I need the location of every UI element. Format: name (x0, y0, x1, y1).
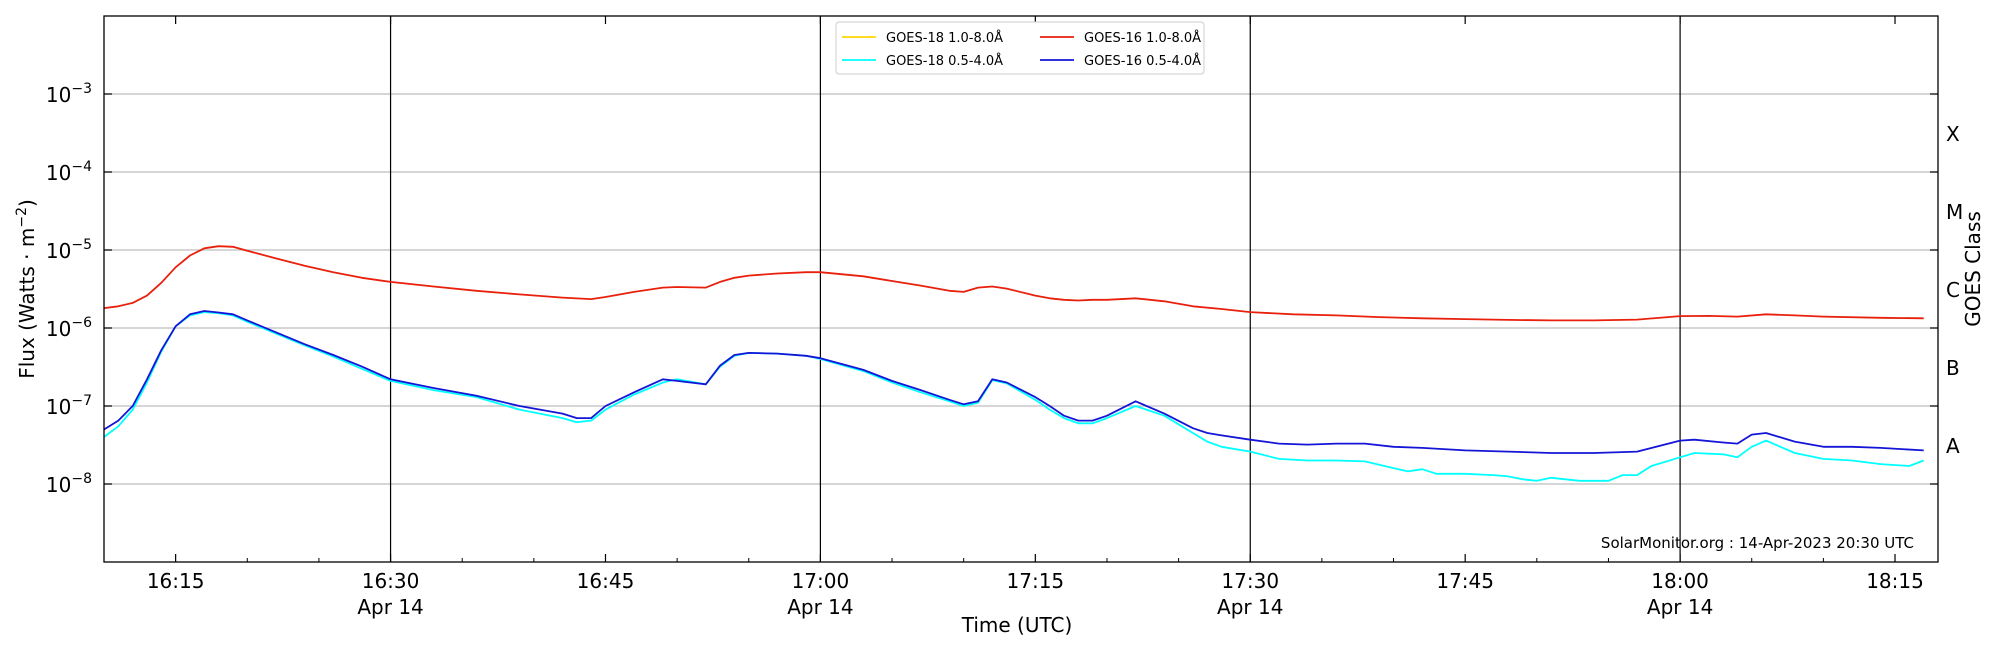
y-axis-title-close: ) (15, 199, 39, 207)
y-axis-title-text: Flux (Watts · m−2) (14, 199, 39, 379)
y-tick-label: 10−6 (46, 315, 92, 341)
y-tick-base: 10 (46, 395, 71, 419)
goes-class-label: A (1946, 434, 1960, 458)
legend-entry-label: GOES-16 0.5-4.0Å (1084, 53, 1201, 69)
legend-entry-label: GOES-16 1.0-8.0Å (1084, 30, 1201, 46)
legend-entry-label: GOES-18 0.5-4.0Å (886, 53, 1003, 69)
y-axis-title-exponent: −2 (14, 207, 30, 228)
goes-class-label: C (1946, 278, 1960, 302)
x-tick-label: 17:45 (1436, 569, 1494, 593)
x-tick-label: 18:15 (1866, 569, 1924, 593)
y-tick-label: 10−4 (46, 159, 92, 185)
legend-box (835, 21, 1205, 75)
goes-class-label: B (1946, 356, 1960, 380)
y-tick-exponent: −7 (71, 393, 92, 409)
goes-class-label: X (1946, 122, 1960, 146)
y-tick-base: 10 (46, 317, 71, 341)
y-tick-exponent: −8 (71, 471, 92, 487)
y-tick-exponent: −6 (71, 315, 92, 331)
goes-class-label: M (1946, 200, 1963, 224)
y-tick-label: 10−5 (46, 237, 92, 263)
y-tick-exponent: −4 (71, 159, 92, 175)
x-tick-label: 16:15 (147, 569, 205, 593)
x-axis-title: Time (UTC) (961, 613, 1073, 637)
x-tick-label: 17:15 (1007, 569, 1065, 593)
series-line-3 (103, 310, 1924, 454)
grid-layer (104, 93, 1938, 485)
legend-entry-label: GOES-18 1.0-8.0Å (886, 30, 1003, 46)
y-tick-exponent: −5 (71, 237, 92, 253)
y-tick-base: 10 (46, 473, 71, 497)
y-tick-label: 10−3 (46, 81, 92, 107)
x-tick-label: 17:00 (792, 569, 850, 593)
x-tick-date-label: Apr 14 (357, 595, 423, 619)
y-tick-base: 10 (46, 239, 71, 263)
x-tick-label: 18:00 (1651, 569, 1709, 593)
y-axis-right-title: GOES Class (1961, 211, 1985, 327)
plot-frame (103, 15, 1939, 563)
x-tick-label: 17:30 (1221, 569, 1279, 593)
y-tick-base: 10 (46, 161, 71, 185)
y-axis-title: Flux (Watts · m−2) (14, 199, 39, 379)
y-tick-exponent: −3 (71, 81, 92, 97)
x-tick-date-label: Apr 14 (1647, 595, 1713, 619)
day-marker-lines (389, 16, 1681, 562)
x-tick-date-label: Apr 14 (787, 595, 853, 619)
x-tick-label: 16:45 (577, 569, 635, 593)
y-tick-label: 10−8 (46, 471, 92, 497)
y-tick-label: 10−7 (46, 393, 92, 419)
watermark-text: SolarMonitor.org : 14-Apr-2023 20:30 UTC (1601, 534, 1914, 552)
x-tick-label: 16:30 (362, 569, 420, 593)
series-layer (103, 245, 1925, 482)
y-tick-base: 10 (46, 83, 71, 107)
legend: GOES-18 1.0-8.0Å GOES-16 1.0-8.0Å GOES-18 … (835, 21, 1205, 75)
y-axis-title-main: Flux (Watts · m (15, 228, 39, 379)
series-line-1 (103, 311, 1925, 482)
series-line-2 (103, 245, 1924, 322)
x-tick-date-label: Apr 14 (1217, 595, 1283, 619)
